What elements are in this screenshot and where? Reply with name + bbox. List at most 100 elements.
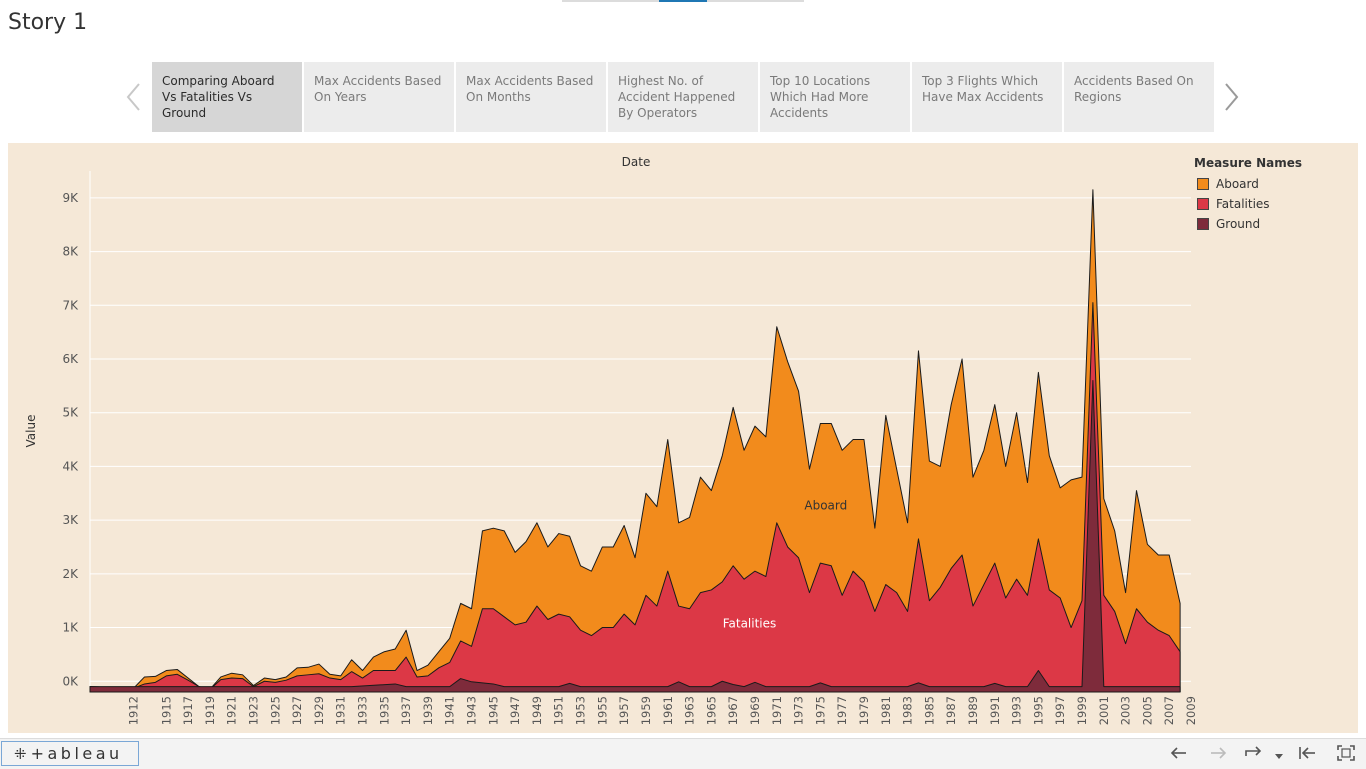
chevron-right-icon xyxy=(1225,83,1239,111)
area-aboard[interactable] xyxy=(89,189,1181,693)
x-tick-label: 1961 xyxy=(661,696,675,725)
x-tick-label: 1993 xyxy=(1010,696,1024,725)
x-tick-label: 1991 xyxy=(988,696,1002,725)
x-tick-label: 1947 xyxy=(508,696,522,725)
x-tick-label: 1943 xyxy=(465,696,479,725)
x-tick-label: 1983 xyxy=(901,696,915,725)
story-point-5[interactable]: Top 10 Locations Which Had More Accident… xyxy=(760,62,910,132)
x-tick-label: 1977 xyxy=(835,696,849,725)
area-chart-panel: 0K 1K 2K 3K 4K 5K 6K 7K 8K 9K 1912 1915 1917 1919 192… xyxy=(8,143,1358,733)
x-tick-label: 1953 xyxy=(574,696,588,725)
story-point-3[interactable]: Max Accidents Based On Months xyxy=(456,62,606,132)
x-tick-label: 1931 xyxy=(334,696,348,725)
x-tick-label: 2005 xyxy=(1140,696,1154,725)
x-tick-label: 1929 xyxy=(312,696,326,725)
story-point-4[interactable]: Highest No. of Accident Happened By Oper… xyxy=(608,62,758,132)
story-point-2[interactable]: Max Accidents Based On Years xyxy=(304,62,454,132)
x-tick-label: 1967 xyxy=(726,696,740,725)
story-point-7[interactable]: Accidents Based On Regions xyxy=(1064,62,1214,132)
y-tick-label: 4K xyxy=(62,459,79,473)
story-point-6[interactable]: Top 3 Flights Which Have Max Accidents xyxy=(912,62,1062,132)
legend: Measure Names Aboard Fatalities Ground xyxy=(1194,156,1302,234)
legend-item-aboard[interactable]: Aboard xyxy=(1194,174,1302,194)
x-tick-label: 1963 xyxy=(683,696,697,725)
legend-item-fatalities[interactable]: Fatalities xyxy=(1194,194,1302,214)
x-tick-label: 1917 xyxy=(181,696,195,725)
x-tick-label: 1933 xyxy=(356,696,370,725)
x-tick-label: 2001 xyxy=(1097,696,1111,725)
x-tick-label: 1951 xyxy=(552,696,566,725)
x-tick-label: 1945 xyxy=(486,696,500,725)
revert-icon[interactable] xyxy=(1243,745,1265,764)
x-tick-label: 1923 xyxy=(247,696,261,725)
top-tab-active-indicator xyxy=(659,0,707,2)
legend-title: Measure Names xyxy=(1194,156,1303,170)
x-tick-label: 1985 xyxy=(922,696,936,725)
x-tick-label: 1979 xyxy=(857,696,871,725)
x-tick-label: 1971 xyxy=(770,696,784,725)
tableau-logo-text: +ableau xyxy=(30,744,123,763)
area-ground[interactable] xyxy=(89,379,1181,693)
footer-toolbar: ⁜ +ableau xyxy=(0,738,1366,769)
undo-icon[interactable] xyxy=(1170,745,1188,764)
previous-story-point-button[interactable] xyxy=(122,80,146,114)
y-tick-label: 3K xyxy=(62,513,79,527)
pause-updates-icon[interactable] xyxy=(1297,745,1317,764)
tableau-logo-icon: ⁜ xyxy=(14,744,27,763)
y-tick-label: 9K xyxy=(62,191,79,205)
legend-swatch-fatalities xyxy=(1197,198,1209,210)
x-tick-label: 1989 xyxy=(966,696,980,725)
fullscreen-icon[interactable] xyxy=(1337,745,1355,764)
x-tick-label: 1995 xyxy=(1031,696,1045,725)
x-tick-label: 1935 xyxy=(377,696,391,725)
x-tick-label: 1981 xyxy=(879,696,893,725)
legend-item-ground[interactable]: Ground xyxy=(1194,214,1302,234)
y-tick-label: 5K xyxy=(62,406,79,420)
chevron-left-icon xyxy=(126,83,140,111)
redo-icon[interactable] xyxy=(1209,745,1227,764)
y-axis: 0K 1K 2K 3K 4K 5K 6K 7K 8K 9K xyxy=(62,191,79,688)
x-tick-label: 2009 xyxy=(1184,696,1198,725)
x-tick-label: 1959 xyxy=(639,696,653,725)
x-tick-label: 2007 xyxy=(1162,696,1176,725)
legend-label-aboard: Aboard xyxy=(1216,177,1259,191)
x-tick-label: 1919 xyxy=(203,696,217,725)
series-label-fatalities: Fatalities xyxy=(723,617,777,631)
x-tick-label: 1921 xyxy=(225,696,239,725)
tableau-logo[interactable]: ⁜ +ableau xyxy=(1,741,139,766)
x-tick-label: 1937 xyxy=(399,696,413,725)
revert-dropdown-icon[interactable] xyxy=(1274,748,1284,764)
story-point-1[interactable]: Comparing Aboard Vs Fatalities Vs Ground xyxy=(152,62,302,132)
x-tick-label: 1955 xyxy=(595,696,609,725)
x-tick-label: 1912 xyxy=(127,696,141,725)
x-tick-label: 1999 xyxy=(1075,696,1089,725)
y-tick-label: 7K xyxy=(62,298,79,312)
series-labels: Aboard Fatalities xyxy=(723,498,848,630)
y-tick-label: 1K xyxy=(62,621,79,635)
legend-label-fatalities: Fatalities xyxy=(1216,197,1270,211)
next-story-point-button[interactable] xyxy=(1220,80,1244,114)
x-tick-label: 1941 xyxy=(443,696,457,725)
x-tick-label: 1957 xyxy=(617,696,631,725)
x-tick-label: 1987 xyxy=(944,696,958,725)
y-tick-label: 8K xyxy=(62,245,79,259)
y-tick-label: 0K xyxy=(62,674,79,688)
x-tick-label: 1927 xyxy=(290,696,304,725)
x-tick-label: 1997 xyxy=(1053,696,1067,725)
legend-swatch-ground xyxy=(1197,218,1209,230)
y-tick-label: 6K xyxy=(62,352,79,366)
area-chart[interactable]: 0K 1K 2K 3K 4K 5K 6K 7K 8K 9K 1912 1915 1917 1919 192… xyxy=(8,143,1358,733)
gridlines xyxy=(89,171,1191,692)
area-series xyxy=(89,189,1181,693)
chart-title: Date xyxy=(622,155,651,169)
x-tick-label: 2003 xyxy=(1119,696,1133,725)
x-tick-label: 1925 xyxy=(268,696,282,725)
area-fatalities[interactable] xyxy=(89,302,1181,693)
x-tick-label: 1973 xyxy=(792,696,806,725)
legend-label-ground: Ground xyxy=(1216,217,1261,231)
x-axis: 1912 1915 1917 1919 1921 1923 1925 1927 1929 1931… xyxy=(127,696,1198,725)
story-navigator: Comparing Aboard Vs Fatalities Vs Ground… xyxy=(152,62,1216,132)
y-tick-label: 2K xyxy=(62,567,79,581)
series-label-aboard: Aboard xyxy=(804,498,847,512)
x-tick-label: 1965 xyxy=(704,696,718,725)
